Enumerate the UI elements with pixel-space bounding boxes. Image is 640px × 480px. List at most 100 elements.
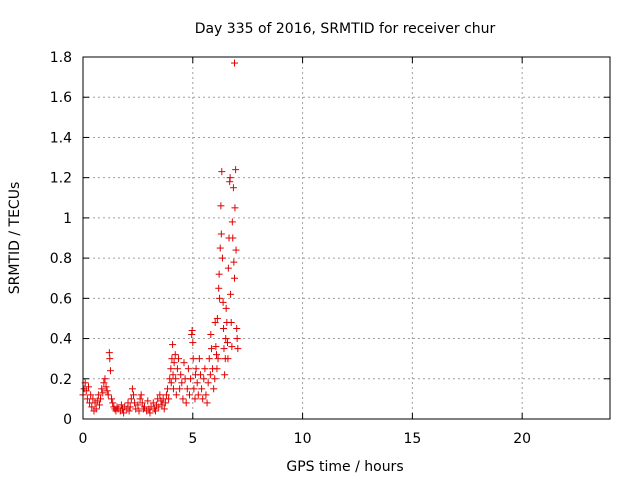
data-point	[89, 395, 97, 403]
data-point	[216, 244, 224, 252]
y-tick-label: 0	[63, 412, 72, 428]
y-tick-label: 1.4	[50, 130, 72, 146]
data-point	[221, 371, 229, 379]
data-point	[215, 284, 223, 292]
y-tick-label: 0.4	[50, 332, 72, 348]
data-point	[167, 379, 175, 387]
data-point	[198, 385, 206, 393]
data-point	[206, 371, 214, 379]
data-point	[227, 290, 235, 298]
data-point	[106, 367, 114, 375]
data-point	[195, 355, 203, 363]
data-point	[202, 391, 210, 399]
data-point	[211, 375, 219, 383]
data-point	[169, 341, 177, 349]
data-point	[204, 379, 212, 387]
data-point	[84, 383, 92, 391]
data-point	[178, 379, 186, 387]
data-point	[192, 365, 200, 373]
data-point	[233, 325, 241, 332]
data-point	[124, 399, 132, 407]
y-tick-label: 1	[63, 211, 72, 227]
data-point	[97, 395, 105, 403]
data-point	[231, 204, 239, 212]
data-point	[105, 349, 113, 357]
data-point	[223, 339, 231, 347]
data-point	[183, 385, 191, 393]
data-point	[203, 399, 211, 407]
data-point	[135, 407, 143, 415]
data-point	[211, 318, 219, 326]
data-point	[213, 365, 221, 373]
data-point	[220, 325, 228, 332]
data-point	[220, 345, 228, 353]
data-point	[104, 391, 112, 399]
data-point	[169, 385, 177, 393]
data-point	[127, 395, 135, 403]
data-point	[232, 246, 240, 254]
y-tick-label: 0.8	[50, 251, 72, 267]
data-point	[188, 327, 196, 335]
y-tick-label: 1.8	[50, 50, 72, 66]
data-point	[222, 335, 230, 343]
data-point	[177, 371, 185, 379]
data-point	[228, 218, 236, 226]
y-axis-label: SRMTID / TECUs	[7, 182, 23, 295]
data-point	[207, 331, 215, 339]
data-point	[137, 391, 145, 399]
data-point	[169, 371, 177, 379]
data-point	[92, 405, 100, 413]
data-point	[201, 365, 209, 373]
data-point	[175, 355, 183, 363]
data-point	[140, 403, 148, 411]
data-point	[217, 230, 225, 238]
data-point	[98, 385, 106, 393]
data-point	[128, 385, 136, 393]
data-point	[125, 407, 133, 415]
data-point	[219, 298, 227, 306]
data-points	[79, 59, 242, 417]
data-point	[87, 391, 95, 399]
data-point	[205, 355, 213, 363]
x-tick-label: 0	[79, 431, 88, 447]
data-point	[218, 254, 226, 262]
data-point	[179, 395, 187, 403]
data-point	[106, 355, 114, 363]
y-tick-label: 1.6	[50, 90, 72, 106]
data-point	[156, 391, 164, 399]
data-point	[196, 371, 204, 379]
data-point	[136, 395, 144, 403]
data-point	[215, 270, 223, 278]
data-point	[165, 395, 173, 403]
data-point	[222, 304, 230, 312]
data-point	[189, 355, 197, 363]
data-point	[216, 294, 224, 302]
data-point	[185, 391, 193, 399]
data-point	[227, 318, 235, 326]
plot-frame	[82, 56, 611, 420]
data-point	[199, 395, 207, 403]
data-point	[102, 383, 110, 391]
data-point	[172, 375, 180, 383]
data-point	[210, 385, 218, 393]
data-point	[126, 403, 134, 411]
data-point	[88, 403, 96, 411]
data-point	[109, 399, 117, 407]
data-point	[164, 385, 172, 393]
data-point	[95, 401, 103, 409]
data-point	[171, 351, 179, 359]
data-point	[191, 395, 199, 403]
data-point	[182, 399, 190, 407]
data-point	[100, 379, 108, 387]
data-point	[231, 274, 239, 282]
chart-title: Day 335 of 2016, SRMTID for receiver chu…	[195, 21, 496, 37]
data-point	[108, 395, 116, 403]
data-point	[166, 375, 174, 383]
data-point	[176, 385, 184, 393]
data-point	[173, 365, 181, 373]
data-point	[189, 339, 197, 347]
y-tick-label: 0.6	[50, 291, 72, 307]
data-point	[144, 397, 152, 405]
axis-ticks: 0 0.2 0.4 0.6 0.8 1 1.2 1.4 1.6 1.8 0 5 10 15 20	[50, 50, 610, 447]
